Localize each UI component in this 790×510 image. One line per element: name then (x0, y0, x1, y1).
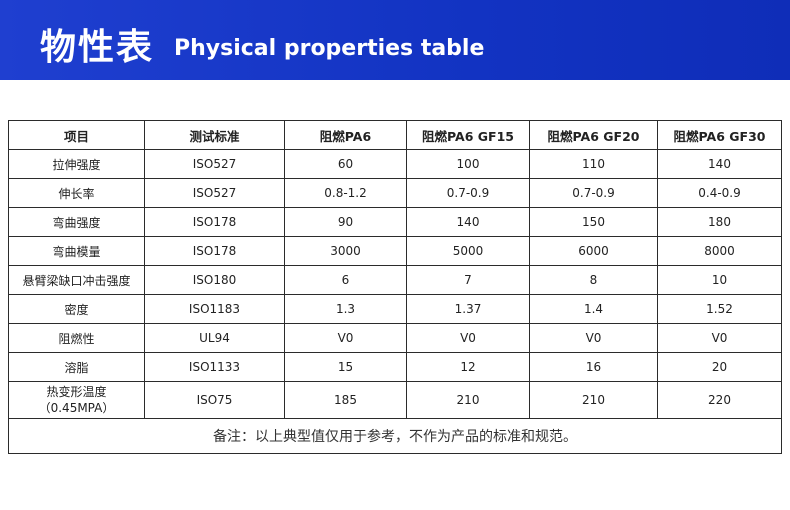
row-item: 弯曲模量 (8, 236, 145, 266)
row-value-gf20: 8 (529, 265, 658, 295)
page-title-en: Physical properties table (174, 36, 485, 61)
table-row: 溶脂 ISO1133 15 12 16 20 (8, 352, 782, 382)
row-value-pa6: 3000 (284, 236, 407, 266)
row-value-gf15: 12 (406, 352, 530, 382)
table-row: 伸长率 ISO527 0.8-1.2 0.7-0.9 0.7-0.9 0.4-0… (8, 178, 782, 208)
row-value-gf15: 7 (406, 265, 530, 295)
column-header-standard: 测试标准 (144, 120, 285, 150)
table-row: 弯曲强度 ISO178 90 140 150 180 (8, 207, 782, 237)
row-item: 拉伸强度 (8, 149, 145, 179)
row-value-gf20: 6000 (529, 236, 658, 266)
table-row: 拉伸强度 ISO527 60 100 110 140 (8, 149, 782, 179)
row-value-gf15: 1.37 (406, 294, 530, 324)
row-value-gf15: 210 (406, 381, 530, 419)
row-value-gf30: 10 (657, 265, 782, 295)
row-value-gf30: 0.4-0.9 (657, 178, 782, 208)
row-value-gf30: 220 (657, 381, 782, 419)
row-value-gf30: V0 (657, 323, 782, 353)
row-item: 密度 (8, 294, 145, 324)
row-value-gf15: 140 (406, 207, 530, 237)
table-row: 热变形温度 （0.45MPA） ISO75 185 210 210 220 (8, 381, 782, 419)
row-value-pa6: 1.3 (284, 294, 407, 324)
row-standard: ISO1183 (144, 294, 285, 324)
row-value-gf30: 140 (657, 149, 782, 179)
page-title-cn: 物性表 (40, 27, 155, 68)
row-value-pa6: 185 (284, 381, 407, 419)
row-standard: ISO180 (144, 265, 285, 295)
column-header-pa6-gf30: 阻燃PA6 GF30 (657, 120, 782, 150)
column-header-pa6-gf15: 阻燃PA6 GF15 (406, 120, 530, 150)
column-header-item: 项目 (8, 120, 145, 150)
row-value-gf20: 150 (529, 207, 658, 237)
row-standard: UL94 (144, 323, 285, 353)
table-row: 悬臂梁缺口冲击强度 ISO180 6 7 8 10 (8, 265, 782, 295)
table-row: 密度 ISO1183 1.3 1.37 1.4 1.52 (8, 294, 782, 324)
row-value-gf15: 0.7-0.9 (406, 178, 530, 208)
row-item: 热变形温度 （0.45MPA） (8, 381, 145, 419)
table-header-row: 项目 测试标准 阻燃PA6 阻燃PA6 GF15 阻燃PA6 GF20 阻燃PA… (8, 120, 782, 150)
row-value-pa6: V0 (284, 323, 407, 353)
row-item: 伸长率 (8, 178, 145, 208)
row-item: 阻燃性 (8, 323, 145, 353)
table-note: 备注：以上典型值仅用于参考，不作为产品的标准和规范。 (8, 418, 782, 454)
row-value-gf30: 20 (657, 352, 782, 382)
table-row: 弯曲模量 ISO178 3000 5000 6000 8000 (8, 236, 782, 266)
row-value-pa6: 60 (284, 149, 407, 179)
row-item-line2: （0.45MPA） (38, 401, 115, 415)
row-value-gf15: 5000 (406, 236, 530, 266)
row-standard: ISO527 (144, 178, 285, 208)
row-value-gf20: 16 (529, 352, 658, 382)
row-value-gf20: 0.7-0.9 (529, 178, 658, 208)
row-value-gf20: 1.4 (529, 294, 658, 324)
row-value-gf20: V0 (529, 323, 658, 353)
row-item: 悬臂梁缺口冲击强度 (8, 265, 145, 295)
row-value-gf15: V0 (406, 323, 530, 353)
row-value-pa6: 15 (284, 352, 407, 382)
row-value-pa6: 90 (284, 207, 407, 237)
table-note-row: 备注：以上典型值仅用于参考，不作为产品的标准和规范。 (8, 418, 782, 454)
row-value-gf30: 8000 (657, 236, 782, 266)
row-item-line1: 热变形温度 (46, 385, 107, 399)
row-standard: ISO1133 (144, 352, 285, 382)
row-standard: ISO178 (144, 207, 285, 237)
column-header-pa6-gf20: 阻燃PA6 GF20 (529, 120, 658, 150)
row-value-gf30: 1.52 (657, 294, 782, 324)
row-item: 弯曲强度 (8, 207, 145, 237)
row-value-gf20: 210 (529, 381, 658, 419)
row-standard: ISO75 (144, 381, 285, 419)
column-header-pa6: 阻燃PA6 (284, 120, 407, 150)
header-banner: 物性表 Physical properties table (0, 0, 790, 80)
row-value-pa6: 0.8-1.2 (284, 178, 407, 208)
row-item: 溶脂 (8, 352, 145, 382)
row-value-gf30: 180 (657, 207, 782, 237)
row-standard: ISO527 (144, 149, 285, 179)
row-value-gf20: 110 (529, 149, 658, 179)
properties-table: 项目 测试标准 阻燃PA6 阻燃PA6 GF15 阻燃PA6 GF20 阻燃PA… (8, 120, 782, 454)
row-standard: ISO178 (144, 236, 285, 266)
row-value-gf15: 100 (406, 149, 530, 179)
table-row: 阻燃性 UL94 V0 V0 V0 V0 (8, 323, 782, 353)
row-value-pa6: 6 (284, 265, 407, 295)
